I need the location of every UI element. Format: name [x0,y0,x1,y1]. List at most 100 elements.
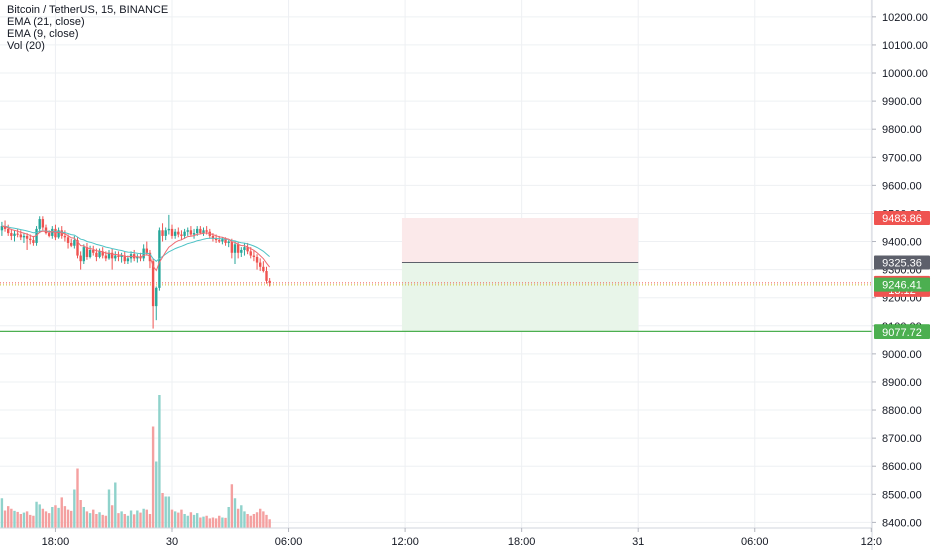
price-label-box [874,210,930,225]
volume-bar [88,513,92,528]
candle-body [199,228,202,234]
legend-ema9[interactable]: EMA (9, close) [7,28,79,40]
volume-bar [139,512,142,528]
x-tick-label: 31 [632,536,644,548]
price-label-box [874,255,930,270]
candle-body [155,287,158,307]
candle-body [192,233,196,235]
legend-volume[interactable]: Vol (20) [7,40,45,52]
ema9-line [1,225,270,272]
volume-bar [120,511,123,528]
x-tick-label: 06:00 [741,536,769,548]
candle-body [211,235,215,239]
volume-bar [19,514,22,528]
y-tick-label: 9900.00 [882,96,922,108]
volume-bar [107,489,111,528]
volume-bar [101,514,104,528]
volume-bar [3,510,7,528]
y-tick-label: 9600.00 [882,180,922,192]
price-axis-bg [872,0,932,550]
volume-bar [32,515,35,528]
candle-body [221,239,224,242]
volume-bar [233,498,237,528]
candle-body [29,238,32,241]
x-tick-label: 30 [166,536,178,548]
volume-bar [151,426,155,528]
x-tick-label: 12:0 [861,536,882,548]
horizontal-lines[interactable] [0,282,872,332]
volume-bar [211,517,215,528]
candle-body [63,235,67,238]
volume-bar [243,511,246,528]
candle-body [243,247,246,250]
volume-bars [0,395,271,528]
volume-bar [70,510,73,528]
position-zones[interactable] [401,217,639,332]
volume-bar [173,511,177,528]
candle-body [57,230,60,238]
time-axis[interactable]: 18:00 30 06:00 12:00 18:00 31 06:00 12:0 [0,527,882,548]
legend: Bitcoin / TetherUS, 15, BINANCE EMA (21,… [7,4,168,52]
volume-bar [167,496,171,528]
volume-bar [227,507,230,528]
candle-body [107,252,111,259]
candle-body [268,280,271,283]
candle-body [51,228,54,236]
candle-body [76,240,79,256]
volume-bar [47,513,51,528]
volume-bar [16,511,19,528]
volume-bar [230,484,234,528]
volume-bar [117,513,120,528]
y-tick-label: 8900.00 [882,377,922,389]
volume-bar [76,468,79,528]
candle-body [38,219,41,229]
legend-symbol[interactable]: Bitcoin / TetherUS, 15, BINANCE [7,4,169,16]
candle-body [230,241,234,253]
price-axis[interactable]: 10200.00 10100.00 10000.00 9900.00 9800.00 97… [871,0,932,550]
candle-body [19,234,22,238]
volume-bar [7,506,10,528]
volume-bar [13,510,16,528]
candle-body [246,247,249,252]
candle-body [161,230,164,236]
candle-body [95,252,98,257]
candle-body [252,255,256,257]
volume-bar [148,514,152,528]
volume-bar [252,514,256,528]
volume-bar [63,506,67,528]
legend-ema21[interactable]: EMA (21, close) [7,16,85,28]
volume-bar [57,507,60,528]
candle-body [41,219,45,228]
volume-bar [38,504,41,528]
candle-body [214,238,218,241]
y-tick-label: 9400.00 [882,237,922,249]
candle-body [117,255,120,257]
volume-bar [66,509,70,528]
candle-body [164,230,167,236]
candle-body [265,271,268,281]
candle-body [104,255,108,259]
volume-bar [199,517,202,528]
candle-body [202,230,205,234]
candle-body [66,237,70,243]
volume-bar [95,514,98,528]
y-tick-label: 10100.00 [882,40,928,52]
price-label-text: 9077.72 [882,327,922,339]
candle-body [85,247,89,257]
volume-bar [22,512,26,528]
candle-body [32,240,35,243]
candle-body [13,233,16,236]
volume-bar [196,513,199,528]
volume-bar [177,512,180,528]
volume-bar [259,508,262,528]
candle-body [7,228,10,234]
volume-bar [170,509,174,528]
candle-body [44,227,48,234]
volume-bar [192,514,196,528]
candle-body [22,235,26,238]
x-tick-label: 18:00 [42,536,70,548]
volume-bar [123,514,126,528]
candle-body [35,228,38,243]
